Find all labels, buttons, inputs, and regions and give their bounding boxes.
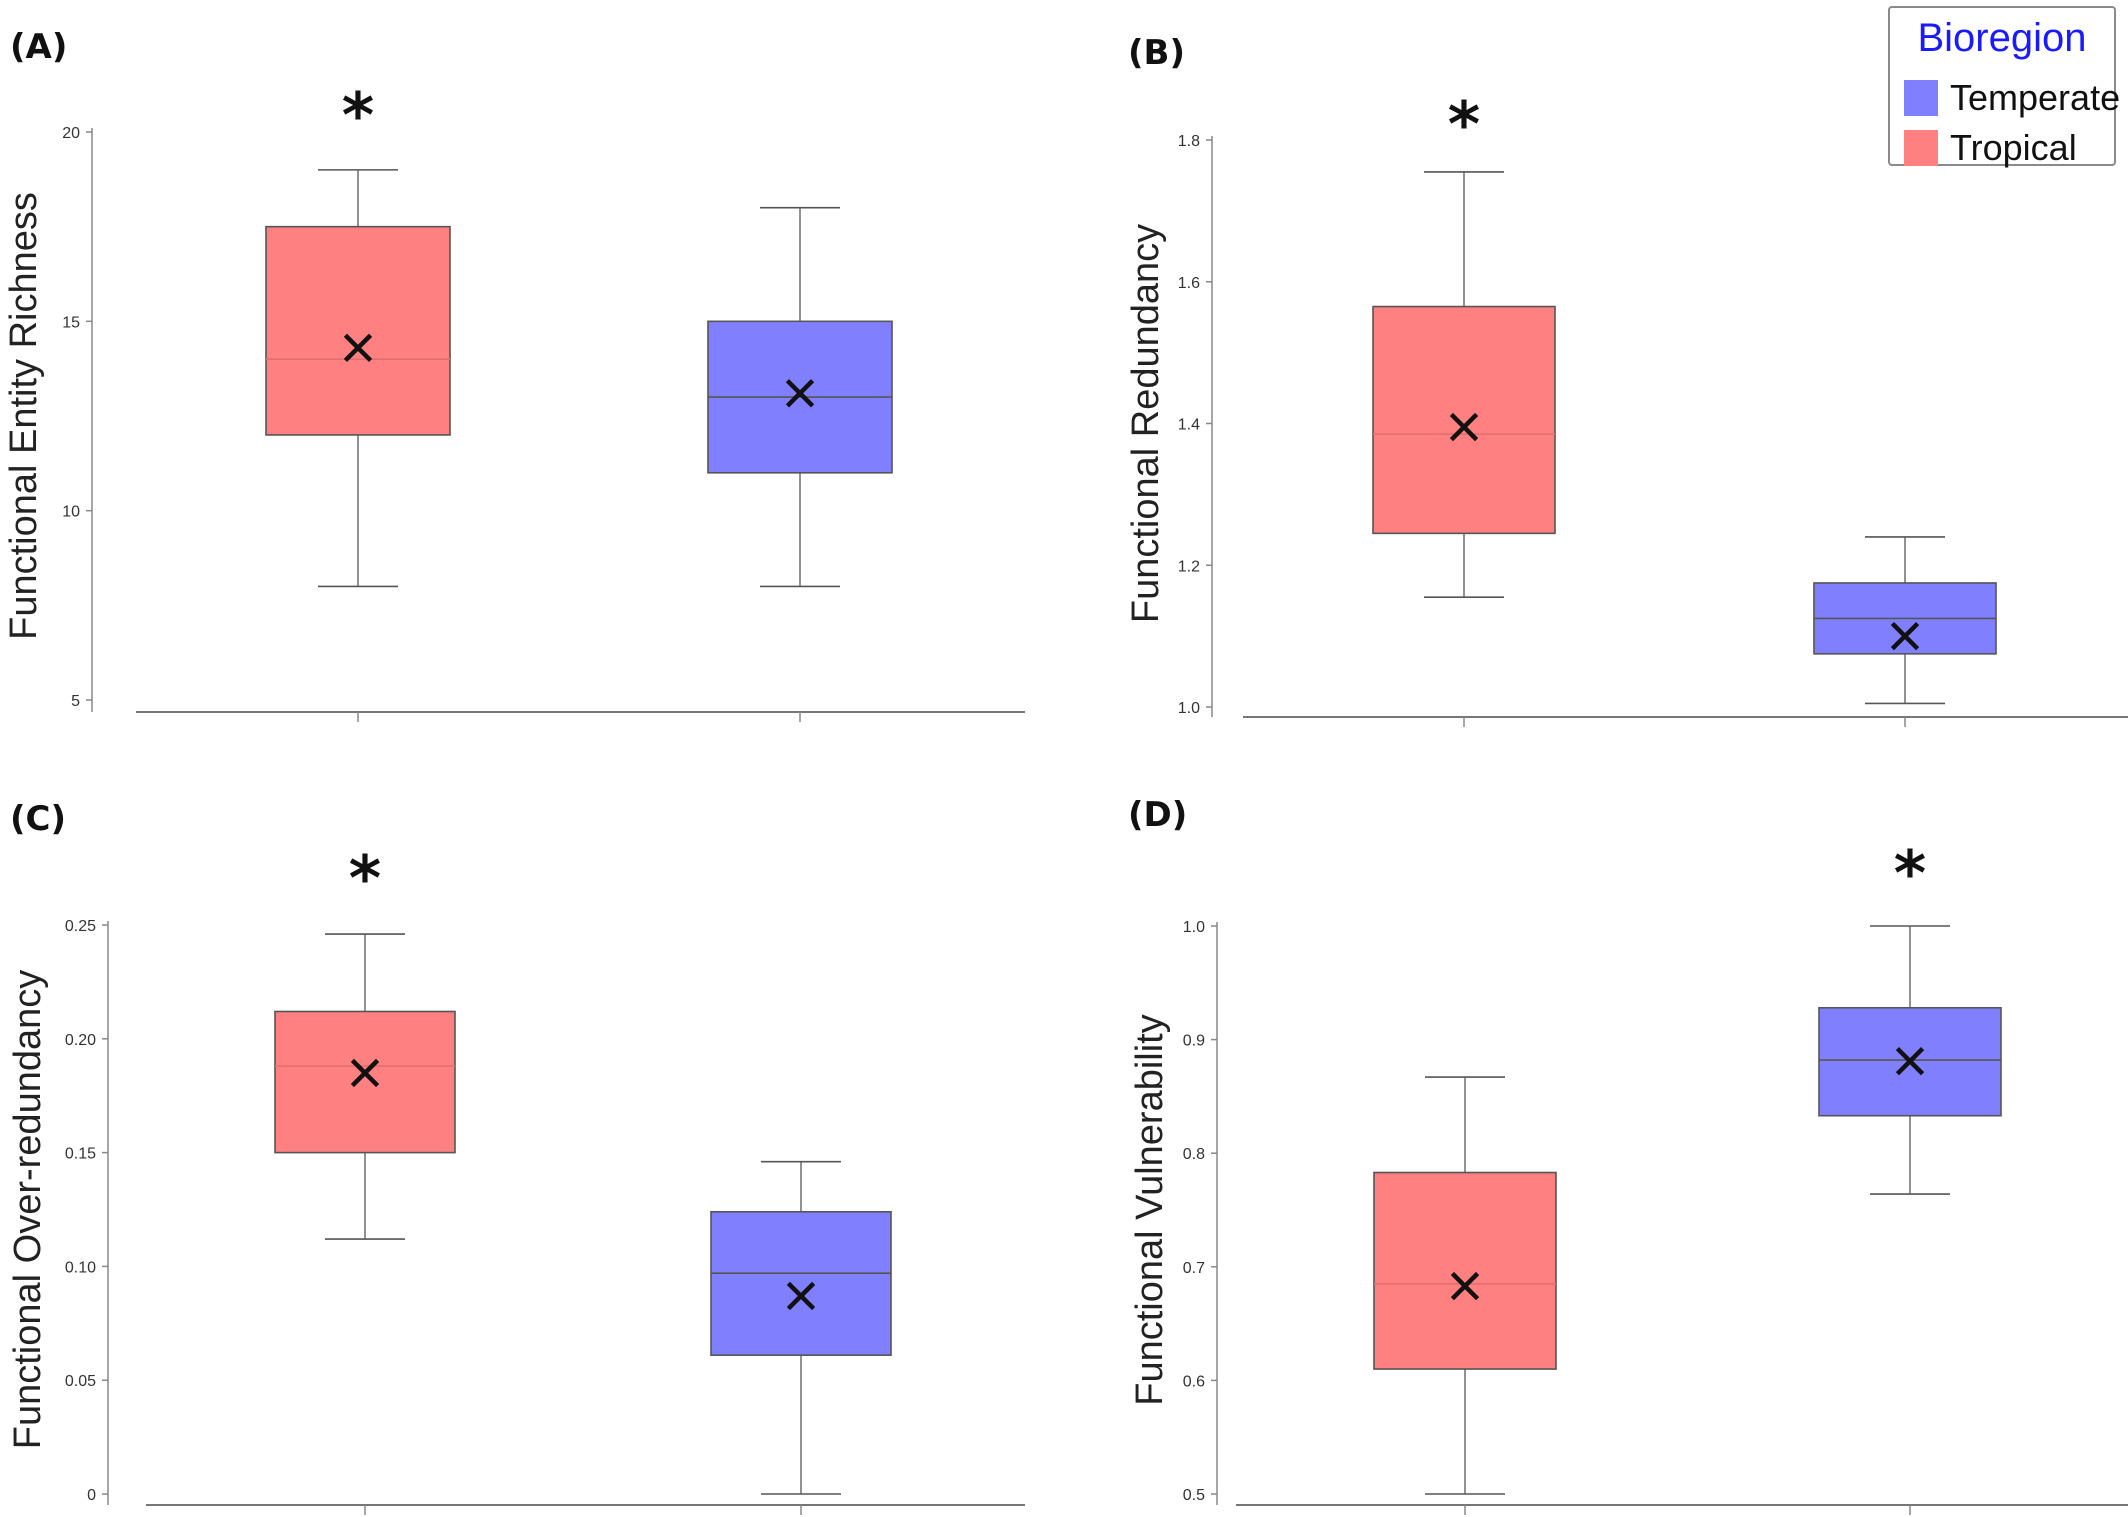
y-tick-label: 5 bbox=[71, 693, 80, 710]
legend-item-temperate: Temperate bbox=[1904, 77, 2121, 118]
box-tropical bbox=[1373, 1076, 1557, 1515]
legend-label-tropical: Tropical bbox=[1950, 127, 2077, 168]
mean-marker-stroke bbox=[1895, 1047, 1925, 1076]
mean-marker-stroke bbox=[785, 379, 815, 408]
y-axis-title: Functional Over-redundancy bbox=[7, 970, 49, 1449]
y-tick-label: 1.4 bbox=[1178, 417, 1200, 434]
y-tick-label: 0.20 bbox=[65, 1032, 96, 1049]
legend-box: Bioregion Temperate Tropical bbox=[1888, 6, 2120, 168]
y-tick-label: 0.9 bbox=[1183, 1033, 1205, 1050]
y-tick-label: 0.05 bbox=[65, 1373, 96, 1390]
significance-star: * bbox=[1448, 88, 1480, 161]
box-tropical: * bbox=[265, 79, 451, 722]
y-tick-label: 0.5 bbox=[1183, 1487, 1205, 1504]
significance-star: * bbox=[342, 79, 374, 152]
y-tick-label: 0.10 bbox=[65, 1259, 96, 1276]
box-temperate bbox=[707, 206, 893, 722]
panel-c: (C) Functional Over-redundancy 0 0.05 0.10 0.… bbox=[7, 799, 1025, 1515]
y-tick-label: 0.7 bbox=[1183, 1260, 1205, 1277]
y-tick-label: 15 bbox=[62, 314, 80, 331]
significance-star: * bbox=[1894, 837, 1926, 910]
y-tick-label: 1.6 bbox=[1178, 275, 1200, 292]
y-tick-label: 0.6 bbox=[1183, 1373, 1205, 1390]
panel-label: (A) bbox=[10, 27, 67, 67]
mean-marker-stroke bbox=[1450, 1271, 1480, 1301]
panel-b: (B) Functional Redundancy 1.0 1.2 1.4 1.6 1.8 * bbox=[1125, 33, 2128, 727]
y-tick-label: 0.8 bbox=[1183, 1146, 1205, 1163]
panel-label: (C) bbox=[10, 799, 66, 839]
legend-swatch-temperate bbox=[1904, 80, 1938, 116]
panel-label: (B) bbox=[1128, 33, 1185, 73]
box-tropical: * bbox=[1372, 88, 1556, 727]
box-temperate: * bbox=[1818, 837, 2002, 1515]
legend-swatch-tropical bbox=[1904, 130, 1938, 166]
iqr-box bbox=[274, 1010, 456, 1154]
legend-item-tropical: Tropical bbox=[1904, 127, 2077, 168]
significance-star: * bbox=[349, 842, 381, 915]
y-tick-label: 1.2 bbox=[1178, 558, 1200, 575]
y-tick-label: 0 bbox=[87, 1487, 96, 1504]
y-tick-label: 1.0 bbox=[1178, 700, 1200, 717]
iqr-box bbox=[710, 1210, 892, 1356]
iqr-box bbox=[1373, 1171, 1557, 1370]
legend-title: Bioregion bbox=[1917, 16, 2087, 60]
mean-marker-stroke bbox=[343, 333, 373, 363]
box-tropical: * bbox=[274, 842, 456, 1515]
mean-marker-stroke bbox=[350, 1058, 380, 1088]
y-tick-label: 1.0 bbox=[1183, 919, 1205, 936]
y-axis-title: Functional Redundancy bbox=[1125, 224, 1167, 623]
mean-marker-stroke bbox=[786, 1281, 816, 1311]
y-tick-label: 0.25 bbox=[65, 918, 96, 935]
box-temperate bbox=[710, 1160, 892, 1515]
y-tick-label: 20 bbox=[62, 125, 80, 142]
panel-a: (A) Functional Entity Richness 5 10 15 20 * bbox=[3, 27, 1025, 722]
y-tick-label: 1.8 bbox=[1178, 133, 1200, 150]
y-axis-title: Functional Entity Richness bbox=[3, 192, 45, 640]
iqr-box bbox=[265, 225, 451, 436]
y-tick-label: 0.15 bbox=[65, 1146, 96, 1163]
panel-label: (D) bbox=[1128, 795, 1187, 835]
box-temperate bbox=[1813, 536, 1997, 727]
panel-d: (D) Functional Vulnerability 0.5 0.6 0.7 0.8 0… bbox=[1128, 795, 2128, 1515]
iqr-box bbox=[1372, 305, 1556, 535]
mean-marker-stroke bbox=[1449, 412, 1479, 442]
mean-marker-stroke bbox=[1890, 621, 1920, 651]
y-axis-title: Functional Vulnerability bbox=[1129, 1014, 1171, 1405]
legend-label-temperate: Temperate bbox=[1950, 77, 2121, 118]
y-tick-label: 10 bbox=[62, 504, 80, 521]
